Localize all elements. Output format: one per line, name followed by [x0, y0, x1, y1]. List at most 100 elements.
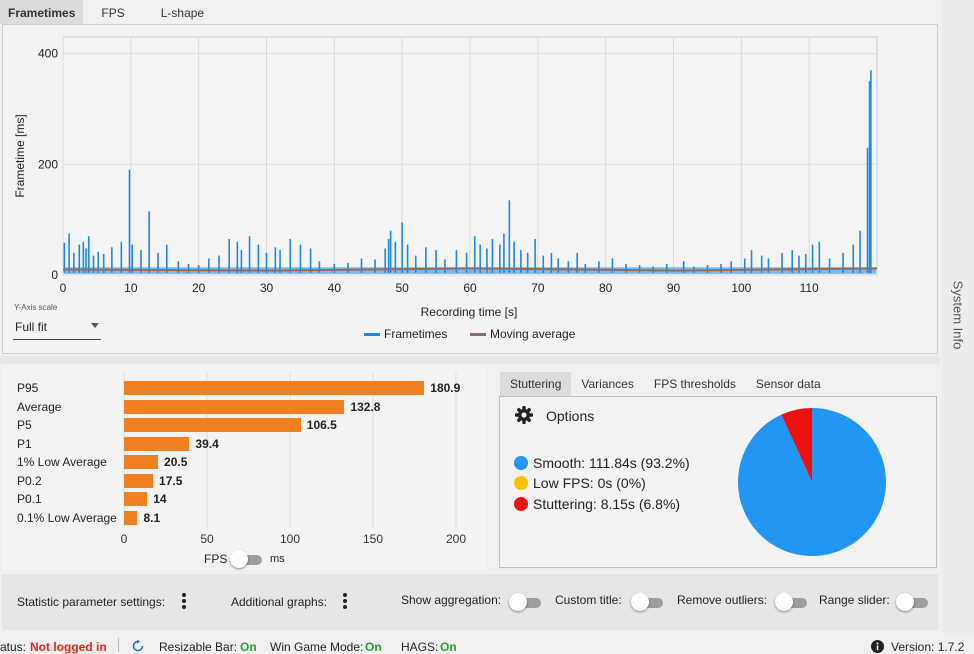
stats-x-tick: 200: [445, 532, 467, 546]
fps-ms-toggle[interactable]: [230, 550, 262, 568]
low-fps-dot: [514, 476, 528, 490]
tab-stuttering[interactable]: Stuttering: [500, 372, 572, 396]
stuttering-pie-chart: [738, 408, 886, 556]
stat-value: 17.5: [159, 474, 183, 488]
y-axis-scale-select[interactable]: Full fit: [13, 316, 101, 340]
system-info-label[interactable]: System Info: [950, 280, 966, 350]
x-tick-label: 30: [260, 281, 274, 295]
show-aggregation-label: Show aggregation:: [401, 593, 502, 607]
chart-grid: [62, 37, 877, 276]
stats-x-tick: 50: [200, 532, 214, 546]
smooth-text: Smooth: 111.84s (93.2%): [533, 455, 690, 471]
stat-bar: [124, 418, 301, 432]
pie-slice-stuttering: [781, 408, 812, 482]
analysis-tabs: Stuttering Variances FPS thresholds Sens…: [500, 372, 831, 396]
stat-bar: [124, 474, 154, 488]
stat-label: 1% Low Average: [17, 455, 107, 469]
tab-frametimes[interactable]: Frametimes: [0, 0, 84, 24]
stat-bar: [124, 455, 159, 469]
tab-fps-thresholds[interactable]: FPS thresholds: [653, 377, 736, 391]
x-tick-label: 100: [731, 281, 751, 295]
legend-frametimes: Frametimes: [364, 327, 447, 341]
custom-title-toggle[interactable]: [631, 593, 663, 611]
stat-label: Average: [17, 400, 62, 414]
win-game-mode-value: On: [365, 640, 382, 654]
stat-bar: [124, 492, 148, 506]
show-aggregation-toggle[interactable]: [509, 593, 541, 611]
y-tick-label: 400: [38, 47, 58, 61]
x-tick-label: 80: [599, 281, 613, 295]
remove-outliers-toggle[interactable]: [775, 593, 807, 611]
stat-value: 106.5: [306, 418, 337, 432]
x-axis-title: Recording time [s]: [421, 305, 518, 319]
stats-x-tick: 0: [120, 532, 128, 546]
stat-value: 180.9: [430, 381, 461, 395]
stutter-item-smooth: Smooth: 111.84s (93.2%): [514, 455, 690, 471]
x-tick-label: 60: [463, 281, 477, 295]
frametime-chart: 0 10 20 30 40 50 60 70 80 90 100 110 0 200 400 Framet…: [13, 36, 878, 319]
legend-label-frametimes: Frametimes: [384, 327, 448, 341]
resizable-bar-value: On: [240, 640, 257, 654]
tab-sensor-data[interactable]: Sensor data: [755, 377, 821, 391]
x-tick-label: 20: [192, 281, 206, 295]
stat-label: P0.1: [17, 492, 42, 506]
gear-icon[interactable]: [514, 405, 534, 425]
section-divider: [0, 356, 940, 364]
y-tick-label: 0: [51, 268, 58, 282]
remove-outliers-label: Remove outliers:: [677, 593, 768, 607]
low-fps-text: Low FPS: 0s (0%): [533, 475, 646, 491]
chevron-down-icon[interactable]: [91, 323, 99, 328]
legend-label-moving-average: Moving average: [490, 327, 576, 341]
smooth-dot: [514, 456, 528, 470]
stutter-item-low-fps: Low FPS: 0s (0%): [514, 475, 646, 491]
moving-average-series: [62, 267, 878, 272]
stat-label: 0.1% Low Average: [17, 511, 117, 525]
stat-value: 14: [153, 492, 167, 506]
x-tick-label: 40: [328, 281, 342, 295]
stat-bar: [124, 511, 138, 525]
hags-label: HAGS:: [401, 640, 439, 654]
statistic-settings-menu-icon[interactable]: [182, 593, 186, 611]
range-slider-label: Range slider:: [819, 593, 890, 607]
stuttering-text: Stuttering: 8.15s (6.8%): [533, 496, 681, 512]
x-tick-label: 90: [667, 281, 681, 295]
ms-unit-label: ms: [270, 553, 285, 565]
additional-graphs-label: Additional graphs:: [231, 595, 328, 609]
frametime-baseline: [64, 267, 876, 274]
stat-bar: [124, 400, 345, 414]
version-label: Version: 1.7.2: [891, 640, 965, 654]
legend-moving-average: Moving average: [470, 327, 575, 341]
stat-label: P5: [17, 418, 32, 432]
x-tick-label: 70: [531, 281, 545, 295]
options-label[interactable]: Options: [546, 408, 595, 424]
additional-graphs-menu-icon[interactable]: [343, 593, 347, 611]
legend-swatch-frametimes: [364, 332, 380, 336]
y-axis-title: Frametime [ms]: [13, 114, 27, 197]
stat-value: 132.8: [350, 400, 381, 414]
stats-x-tick: 100: [279, 532, 301, 546]
y-axis-scale-label: Y-Axis scale: [14, 303, 58, 312]
stat-value: 8.1: [143, 511, 161, 525]
info-icon[interactable]: [871, 640, 884, 653]
system-info-sidebar[interactable]: [942, 0, 974, 636]
win-game-mode-label: Win Game Mode:: [270, 640, 364, 654]
stutter-item-stuttering: Stuttering: 8.15s (6.8%): [514, 496, 680, 512]
refresh-icon[interactable]: [131, 639, 145, 653]
y-tick-labels: 0 200 400: [38, 47, 58, 282]
graph-tabs: Frametimes FPS L-shape: [0, 0, 222, 24]
x-tick-label: 10: [124, 281, 138, 295]
range-slider-toggle[interactable]: [896, 593, 928, 611]
stuttering-dot: [514, 497, 528, 511]
tab-variances[interactable]: Variances: [581, 377, 634, 391]
x-tick-label: 50: [395, 281, 409, 295]
resizable-bar-label: Resizable Bar:: [159, 640, 238, 654]
statistics-panel: [2, 364, 486, 570]
stats-x-tick: 150: [362, 532, 384, 546]
stat-bar: [124, 437, 190, 451]
stat-label: P1: [17, 437, 32, 451]
status-divider: [118, 638, 119, 652]
tab-l-shape[interactable]: L-shape: [160, 6, 205, 20]
tab-fps[interactable]: FPS: [101, 6, 125, 20]
x-tick-label: 0: [60, 281, 67, 295]
x-tick-labels: 0 10 20 30 40 50 60 70 80 90 100 110: [60, 281, 819, 295]
